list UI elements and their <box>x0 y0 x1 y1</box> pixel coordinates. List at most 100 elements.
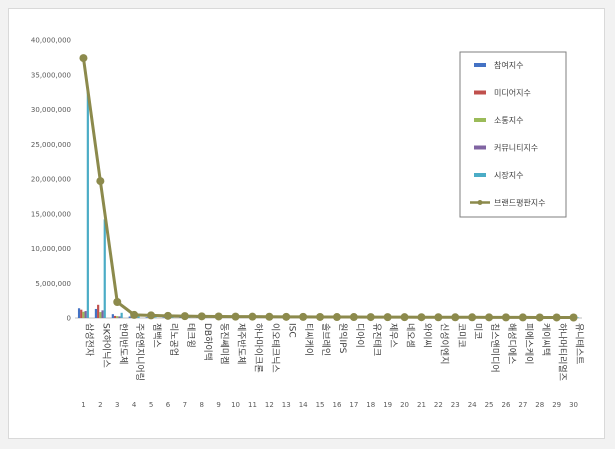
category-number: 21 <box>417 401 426 409</box>
data-point <box>163 311 172 320</box>
bar <box>162 317 165 318</box>
y-tick-label: 10,000,000 <box>31 245 71 253</box>
reputation-line <box>79 54 578 322</box>
category-label: 디아이 <box>354 323 365 348</box>
category-label: 와이씨 <box>421 323 433 348</box>
data-point <box>299 312 308 321</box>
legend-swatch <box>474 118 486 122</box>
category-number: 5 <box>149 401 153 409</box>
data-point <box>400 313 409 322</box>
category-number: 11 <box>248 401 257 409</box>
category-label: 해성디에스 <box>506 323 517 364</box>
y-axis-ticks: 0 5,000,000 10,000,000 15,000,000 20,000,000… <box>31 37 71 323</box>
data-point <box>282 312 291 321</box>
category-label: 신성이엔지 <box>438 323 449 364</box>
category-label: 하나마이크론 <box>252 323 263 373</box>
category-number: 15 <box>316 401 325 409</box>
data-point <box>451 313 460 322</box>
legend-box <box>459 51 567 218</box>
bar <box>179 317 182 318</box>
bar <box>171 317 174 318</box>
category-label: 피에스케이 <box>523 323 534 364</box>
category-number: 2 <box>98 401 102 409</box>
category-number: 6 <box>166 401 171 409</box>
category-label: 칩스앤미디어 <box>489 323 500 373</box>
category-label: 코미코 <box>455 323 466 348</box>
bar <box>97 304 100 318</box>
bar <box>118 316 121 318</box>
legend-label: 미디어지수 <box>494 88 531 98</box>
category-number: 29 <box>552 401 561 409</box>
category-label: ISC <box>286 323 296 338</box>
y-tick-label: 15,000,000 <box>31 210 71 218</box>
bar <box>116 316 119 318</box>
category-label: SK하이닉스 <box>100 323 111 368</box>
bar <box>576 317 580 318</box>
data-point <box>147 311 156 320</box>
legend-label: 시장지수 <box>494 170 523 180</box>
y-tick-label: 30,000,000 <box>31 106 71 114</box>
data-point <box>96 177 105 186</box>
y-tick-label: 25,000,000 <box>31 141 71 149</box>
category-number: 22 <box>434 401 443 409</box>
category-number: 17 <box>349 401 358 409</box>
category-label: 제우스 <box>388 323 399 348</box>
category-label: 테크윙 <box>185 323 196 348</box>
data-point <box>248 312 257 321</box>
data-point <box>501 313 510 322</box>
category-number: 8 <box>200 401 204 409</box>
data-point <box>214 312 223 321</box>
category-number: 23 <box>451 401 460 409</box>
data-point <box>231 312 240 321</box>
category-number: 19 <box>383 401 392 409</box>
category-label: 이오테크닉스 <box>269 323 280 373</box>
category-label: 솔브레인 <box>320 323 331 356</box>
category-labels: 삼성전자 SK하이닉스 한미반도체 주성엔지니어링 젬백스 리노공업 테크윙 DB하이텍 동진쎄… <box>83 323 584 381</box>
category-numbers: 1 2 3 4 5 6 7 8 9 10 11 12 13 14 15 16 17 18 19 20 21 22 23 24 2… <box>81 401 578 409</box>
category-label: 유진테크 <box>371 323 382 356</box>
category-label: 유니테스트 <box>574 323 585 364</box>
legend-swatch <box>474 90 486 95</box>
data-point <box>485 313 494 322</box>
data-point <box>569 313 578 322</box>
data-point <box>434 313 443 322</box>
y-tick-label: 20,000,000 <box>31 176 71 184</box>
category-number: 16 <box>332 401 341 409</box>
bar <box>99 312 102 318</box>
data-point <box>79 54 88 63</box>
bar <box>86 87 89 318</box>
data-point <box>366 313 375 322</box>
category-number: 18 <box>366 401 375 409</box>
category-label: 동진쎄미켐 <box>219 323 231 364</box>
category-label: 한미반도체 <box>117 323 128 364</box>
bar <box>188 317 191 318</box>
data-point <box>535 313 544 322</box>
category-number: 3 <box>115 401 119 409</box>
category-label: 하나머티리얼즈 <box>557 323 568 381</box>
category-number: 27 <box>518 401 527 409</box>
category-number: 26 <box>501 401 510 409</box>
data-point <box>332 313 341 322</box>
category-number: 28 <box>535 401 544 409</box>
category-label: 젬백스 <box>151 323 162 348</box>
data-point <box>349 313 358 322</box>
y-tick-label: 0 <box>67 315 71 323</box>
data-point <box>417 313 426 322</box>
category-label: DB하이텍 <box>202 323 213 361</box>
category-label: 삼성전자 <box>83 323 94 357</box>
category-label: 주성엔지니어링 <box>134 323 146 381</box>
category-label: 제주반도체 <box>236 323 247 364</box>
data-point <box>518 313 527 322</box>
category-number: 24 <box>468 401 477 409</box>
chart-frame: 0 5,000,000 10,000,000 15,000,000 20,000,000… <box>8 8 605 439</box>
bar <box>145 317 148 318</box>
chart-svg: 0 5,000,000 10,000,000 15,000,000 20,000,000… <box>31 37 585 410</box>
legend-label: 브랜드평판지수 <box>494 198 546 208</box>
category-number: 20 <box>400 401 409 409</box>
category-number: 12 <box>265 401 274 409</box>
bar <box>120 312 123 318</box>
category-number: 4 <box>132 401 137 409</box>
category-label: 티씨케이 <box>303 323 314 356</box>
data-point <box>383 313 392 322</box>
legend-label: 참여지수 <box>494 60 523 70</box>
